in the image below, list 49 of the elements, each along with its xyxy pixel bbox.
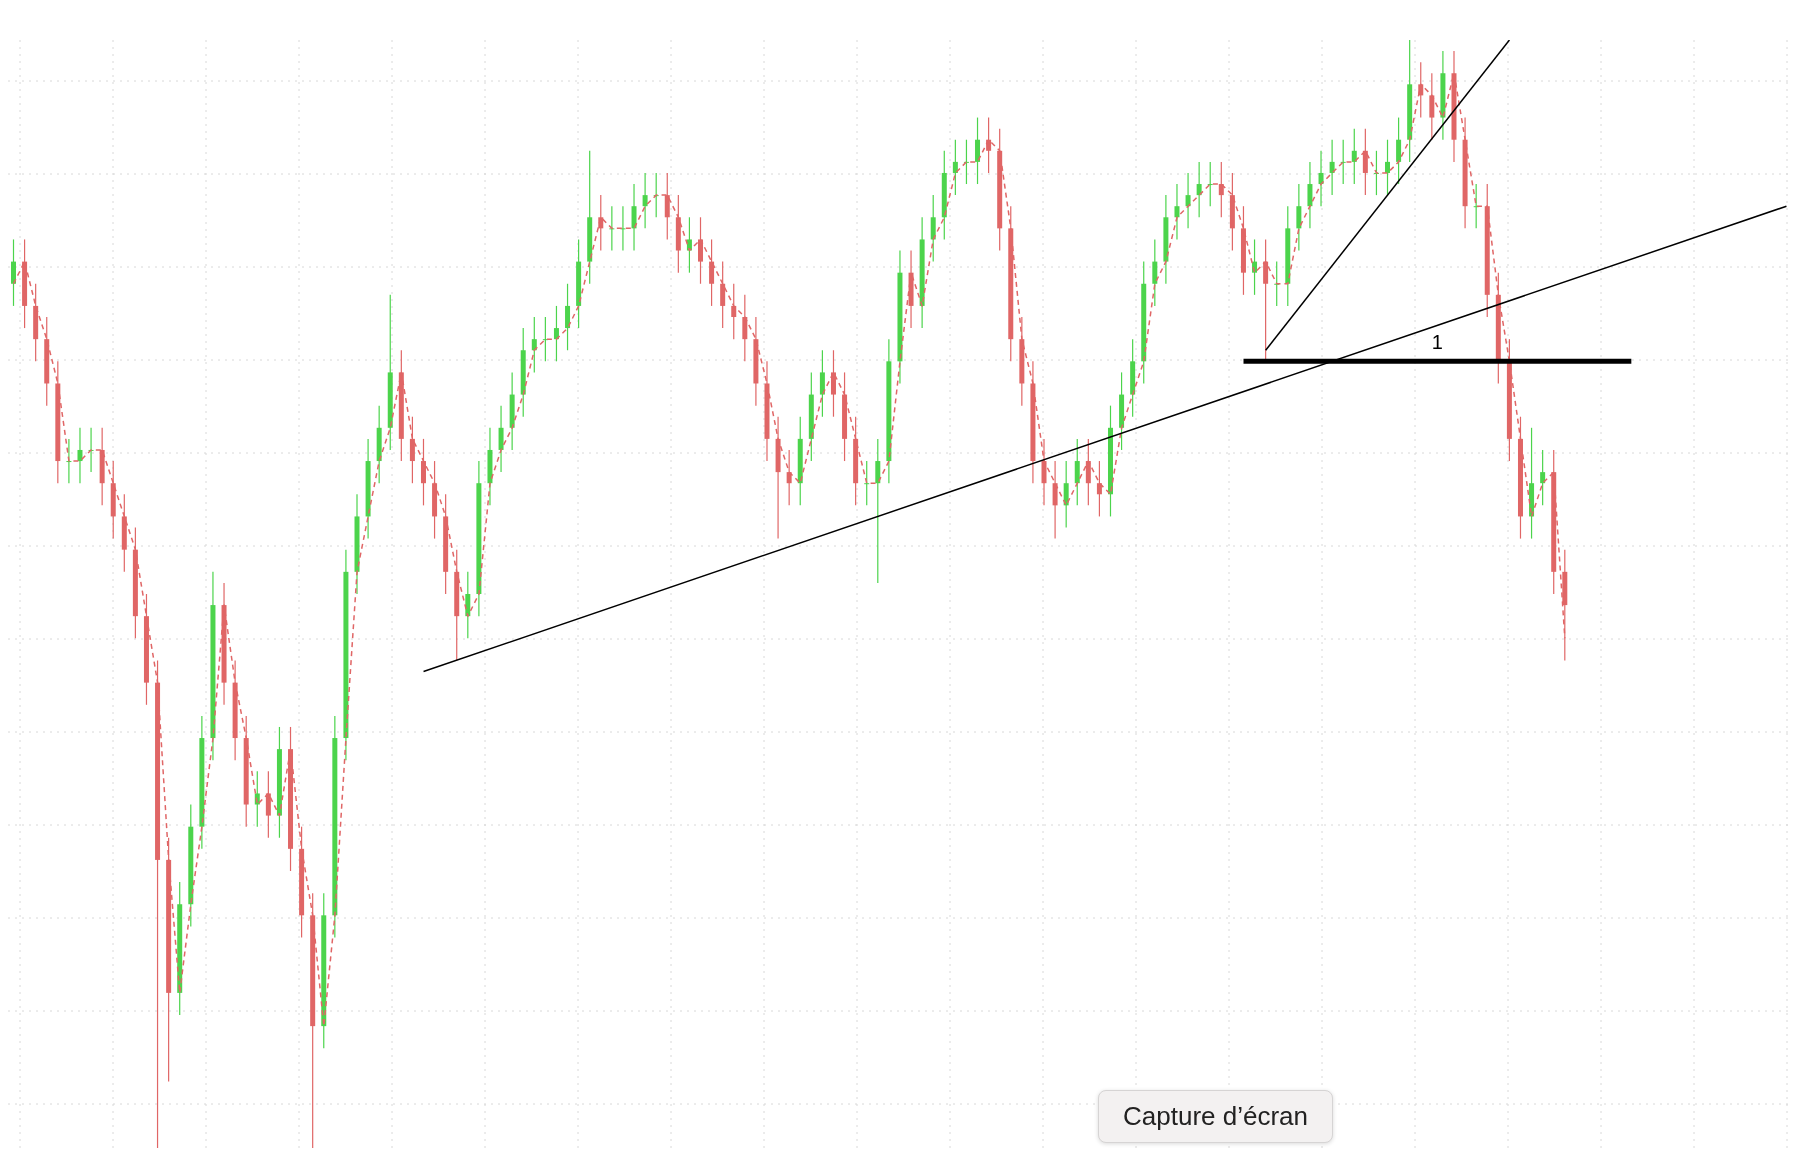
candlestick (1307, 161, 1313, 229)
candlestick (864, 460, 870, 506)
candlestick (875, 438, 881, 584)
candlestick (1085, 438, 1091, 506)
candlestick (409, 416, 415, 484)
candlestick (498, 405, 504, 473)
candlestick (1396, 116, 1402, 185)
candlestick (1074, 438, 1080, 506)
candlestick (254, 770, 260, 828)
annotation: Capture d’écran (1098, 1090, 1333, 1143)
series-label: 1 (1431, 331, 1443, 354)
candlestick (420, 438, 426, 506)
candlestick (1362, 128, 1368, 196)
candlestick (1329, 139, 1335, 196)
candlestick (1152, 238, 1158, 307)
candlestick (1351, 128, 1357, 185)
candlestick (1318, 150, 1324, 207)
candlestick (1540, 449, 1546, 506)
candlestick (1263, 238, 1269, 362)
candlestick (11, 238, 16, 307)
candlestick (1041, 438, 1047, 506)
candlestick (742, 294, 748, 362)
candlestick (265, 770, 271, 839)
candlestick (731, 283, 737, 340)
candlestick (1096, 460, 1102, 518)
candlestick (77, 427, 83, 484)
candlestick (930, 194, 936, 263)
candlestick (1196, 161, 1202, 218)
candlestick (1218, 161, 1224, 218)
candlestick (1385, 139, 1391, 196)
candlestick (698, 216, 704, 285)
candlestick (642, 172, 648, 229)
candlestick (631, 183, 637, 252)
candlestick (1052, 460, 1058, 540)
candlestick (709, 238, 715, 307)
candlestick (553, 305, 559, 362)
candlestick (952, 139, 958, 196)
candlestick (1174, 183, 1180, 241)
candlestick (975, 116, 981, 185)
candlestick (1207, 161, 1213, 207)
candlestick (1185, 172, 1191, 229)
candlestick (565, 283, 571, 351)
candlestick (531, 316, 537, 373)
candlestick (830, 349, 836, 418)
candlestick (720, 261, 726, 329)
candlestick (664, 172, 670, 241)
candlestick (819, 349, 825, 418)
candlestick (1296, 183, 1302, 252)
candlestick (786, 449, 792, 506)
